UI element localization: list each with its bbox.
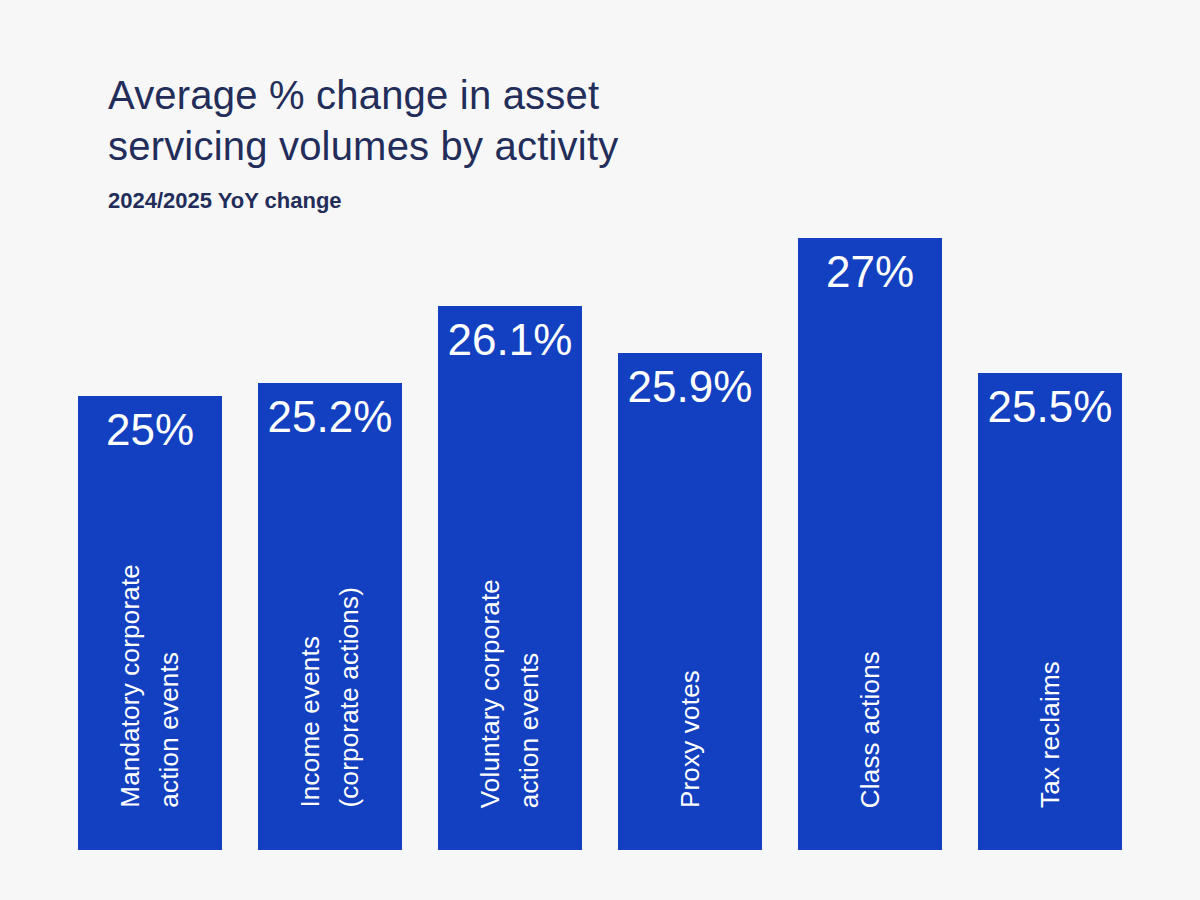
bar-category-label: Voluntary corporate action events bbox=[471, 579, 549, 808]
bar-category-label: Income events (corporate actions) bbox=[291, 587, 369, 808]
bar-value-label: 25.9% bbox=[618, 363, 762, 411]
bar-value-label: 25% bbox=[78, 406, 222, 454]
bar: 26.1% Voluntary corporate action events bbox=[438, 306, 582, 850]
bar: 27% Class actions bbox=[798, 238, 942, 850]
bar: 25% Mandatory corporate action events bbox=[78, 396, 222, 850]
chart-area: 25% Mandatory corporate action events 25… bbox=[78, 0, 1122, 850]
bar-category-label: Tax reclaims bbox=[1031, 661, 1070, 808]
bar-category-label: Class actions bbox=[851, 651, 890, 808]
bar: 25.5% Tax reclaims bbox=[978, 373, 1122, 850]
bar-value-label: 27% bbox=[798, 248, 942, 296]
bar-category-label: Proxy votes bbox=[671, 670, 710, 808]
bar: 25.2% Income events (corporate actions) bbox=[258, 383, 402, 850]
bar-value-label: 25.2% bbox=[258, 393, 402, 441]
bar: 25.9% Proxy votes bbox=[618, 353, 762, 850]
bar-category-label: Mandatory corporate action events bbox=[111, 564, 189, 808]
bar-value-label: 26.1% bbox=[438, 316, 582, 364]
bar-value-label: 25.5% bbox=[978, 383, 1122, 431]
